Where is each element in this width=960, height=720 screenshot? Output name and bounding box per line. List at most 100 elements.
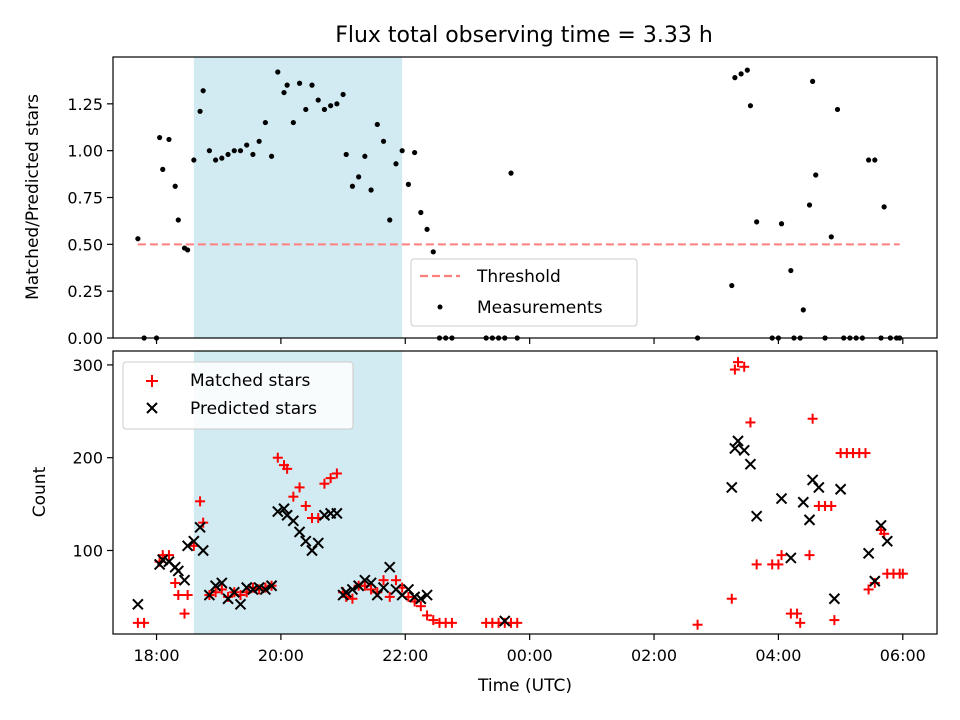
matched-star-point	[726, 593, 737, 604]
predicted-star-point	[234, 598, 247, 611]
count-panel: 100 200 300 18:00 20:00 22:00 00:00 02:00 04:00…	[30, 350, 938, 696]
predicted-star-point	[194, 521, 206, 534]
measurement-point	[418, 209, 424, 216]
predicted-star-point	[265, 580, 278, 592]
predicted-star-point	[172, 565, 185, 577]
measurement-point	[250, 151, 256, 158]
y-tick-label: 200	[72, 449, 103, 468]
predicted-star-point	[785, 552, 797, 564]
measurement-point	[872, 157, 878, 163]
measurement-point	[284, 82, 290, 88]
x-tick-label: 00:00	[507, 646, 553, 665]
predicted-star-point	[359, 574, 371, 586]
measurement-point	[296, 80, 303, 86]
measurement-point	[747, 103, 754, 109]
measurement-point	[225, 151, 231, 158]
measurement-point	[321, 106, 328, 113]
count-legend-box	[122, 361, 354, 430]
predicted-star-point	[881, 535, 893, 547]
measurement-point	[788, 267, 794, 274]
predicted-star-point	[875, 519, 887, 532]
matched-star-point	[319, 478, 330, 489]
x-tick-label: 06:00	[880, 646, 926, 665]
measurement-point	[256, 138, 262, 144]
measurement-point	[834, 106, 841, 113]
predicted-star-point	[726, 481, 738, 494]
measurement-point	[754, 219, 760, 225]
matched-star-point	[378, 575, 389, 586]
measurement-point	[206, 148, 212, 154]
predicted-star-point	[775, 492, 788, 505]
measurement-point	[738, 71, 744, 77]
measurement-point	[343, 151, 349, 158]
count-marks	[132, 357, 908, 630]
predicted-star-point	[421, 589, 433, 601]
y-tick-label: 1.00	[67, 142, 103, 161]
measurement-point	[380, 138, 387, 144]
predicted-star-point	[132, 598, 144, 611]
x-tick-label: 04:00	[755, 646, 801, 665]
measurement-point	[732, 75, 738, 81]
matched-star-point	[745, 417, 756, 428]
measurement-point	[268, 153, 275, 159]
matched-star-point	[300, 500, 311, 511]
measurement-point	[275, 69, 281, 75]
matched-star-point	[897, 568, 908, 579]
measurement-point	[362, 153, 368, 159]
matched-star-point	[739, 361, 750, 372]
x-tick-label: 20:00	[258, 646, 304, 665]
measurement-point	[290, 119, 296, 126]
predicted-star-point	[797, 496, 810, 508]
measurement-point	[393, 161, 399, 167]
y-tick-label: 300	[72, 356, 103, 375]
matched-star-point	[247, 582, 258, 593]
matched-star-point	[732, 357, 743, 368]
predicted-star-point	[272, 505, 284, 518]
measurement-point	[231, 148, 237, 154]
predicted-star-point	[181, 540, 194, 552]
matched-star-point	[173, 590, 184, 601]
count-legend: Matched stars Predicted stars	[122, 361, 354, 430]
measurement-point	[157, 134, 163, 141]
measurement-point	[430, 249, 436, 255]
legend-matched-swatch	[146, 375, 158, 387]
predicted-star-point	[862, 547, 875, 559]
predicted-star-point	[331, 507, 343, 520]
matched-star-point	[347, 593, 358, 604]
measurement-point	[349, 183, 356, 189]
matched-star-point	[792, 608, 803, 619]
predicted-star-point	[729, 442, 741, 455]
predicted-star-point	[828, 593, 841, 605]
measurement-point	[800, 307, 806, 313]
matched-star-point	[773, 559, 784, 570]
predicted-star-point	[188, 535, 200, 547]
legend-measurements-label: Measurements	[477, 298, 603, 318]
predicted-star-point	[278, 503, 290, 515]
measurement-point	[303, 106, 309, 113]
y-tick-label: 0.75	[67, 189, 103, 208]
predicted-star-point	[384, 561, 396, 573]
measurement-point	[881, 204, 887, 210]
predicted-star-point	[216, 577, 228, 589]
matched-star-point	[182, 590, 193, 601]
measurement-point	[197, 108, 203, 114]
x-tick-label: 18:00	[133, 646, 179, 665]
measurement-point	[213, 157, 219, 163]
matched-star-point	[869, 577, 880, 588]
measurement-point	[166, 136, 172, 143]
x-axis-label: Time (UTC)	[477, 676, 572, 696]
predicted-star-point	[312, 537, 324, 549]
measurement-point	[262, 119, 268, 126]
matched-star-point	[446, 617, 457, 628]
predicted-star-point	[750, 510, 763, 522]
predicted-star-point	[499, 615, 511, 627]
matched-star-point	[195, 496, 206, 507]
matched-star-point	[860, 448, 871, 459]
matched-star-point	[223, 591, 234, 602]
predicted-star-point	[813, 481, 825, 494]
matched-star-point	[331, 468, 342, 479]
matched-star-point	[415, 601, 426, 612]
matched-star-point	[826, 500, 837, 511]
y-tick-label: 0.50	[67, 235, 103, 254]
